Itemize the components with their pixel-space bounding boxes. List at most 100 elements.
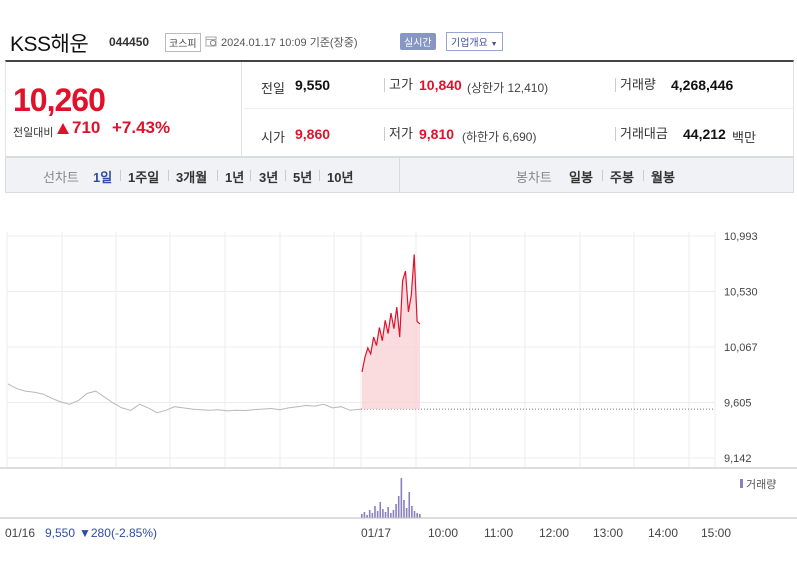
chart-canvas: 10,993 10,530 10,067 9,605 9,142 거래량 01/17 10:0…	[0, 231, 797, 540]
prev-close-label: 전일	[261, 81, 285, 96]
change-value: 710	[72, 118, 101, 137]
volume-bar	[374, 506, 376, 518]
tab-1-day[interactable]: 1일	[93, 170, 113, 185]
volume-bar	[371, 513, 374, 518]
x-tick-label: 11:00	[484, 526, 513, 540]
tab-daily-candle[interactable]: 일봉	[569, 170, 593, 185]
x-tick-label: 10:00	[428, 526, 458, 540]
volume-bar	[400, 478, 403, 518]
line-chart-label: 선차트	[43, 170, 79, 185]
divider	[399, 158, 400, 192]
volume-bar	[411, 506, 413, 518]
separator	[168, 170, 169, 181]
prev-day-price: 9,550	[45, 526, 75, 540]
chart-period-bar: 선차트 1일 1주일 3개월 1년 3년 5년 10년 봉차트 일봉 주봉 월봉	[5, 157, 794, 193]
company-overview-label: 기업개요	[451, 38, 488, 49]
today-area-fill	[362, 254, 420, 410]
volume-bar	[368, 510, 371, 518]
volume-bar	[413, 511, 416, 518]
amount-label: 거래대금	[615, 127, 668, 141]
x-tick-label: 01/17	[361, 526, 391, 540]
volume-bar	[361, 514, 363, 518]
tab-3-years[interactable]: 3년	[259, 170, 279, 185]
up-triangle-icon	[57, 123, 69, 134]
volume-label: 거래량	[615, 78, 656, 92]
high-value: 10,840	[419, 77, 462, 93]
volume-bar	[387, 507, 389, 518]
volume-bar	[419, 514, 421, 518]
volume-legend-swatch	[740, 479, 743, 488]
volume-value: 4,268,446	[671, 77, 734, 93]
volume-bar	[376, 511, 379, 518]
volume-bar	[395, 504, 397, 518]
quote-panel: 10,260 전일대비 710 +7.43% 전일 9,550 고가 10,84…	[5, 60, 794, 158]
x-tick-label: 15:00	[701, 526, 731, 540]
volume-bar	[363, 512, 366, 518]
low-value: 9,810	[419, 126, 455, 142]
open-value: 9,860	[295, 126, 331, 142]
separator	[217, 170, 218, 181]
separator	[120, 170, 121, 181]
high-label: 고가	[384, 78, 413, 92]
y-tick-label: 9,142	[724, 453, 752, 465]
market-badge: 코스피	[165, 33, 201, 52]
upper-limit: (상한가 12,410)	[467, 81, 549, 95]
tab-weekly-candle[interactable]: 주봉	[610, 170, 634, 185]
y-tick-label: 9,605	[724, 397, 752, 409]
volume-bar	[384, 512, 387, 518]
low-label: 저가	[384, 127, 413, 141]
prev-day-percent: (-2.85%)	[111, 526, 157, 540]
prev-close-value: 9,550	[295, 77, 331, 93]
change-percent: +7.43%	[112, 118, 171, 137]
volume-bar	[392, 510, 395, 518]
volume-bar	[390, 513, 392, 518]
tab-10-years[interactable]: 10년	[327, 170, 354, 185]
volume-bar	[397, 496, 400, 518]
separator	[643, 170, 644, 181]
y-tick-label: 10,993	[724, 231, 758, 243]
prev-day-connector	[349, 408, 362, 411]
x-tick-label: 12:00	[539, 526, 569, 540]
tab-1-year[interactable]: 1년	[225, 170, 245, 185]
separator	[319, 170, 320, 181]
separator	[285, 170, 286, 181]
y-tick-label: 10,067	[724, 342, 758, 354]
amount-unit: 백만	[732, 130, 756, 145]
today-price-line	[361, 254, 421, 373]
clock-icon	[205, 36, 217, 47]
y-tick-label: 10,530	[724, 287, 758, 299]
x-tick-label: 14:00	[648, 526, 678, 540]
volume-bar	[416, 513, 418, 518]
volume-legend-label: 거래량	[746, 478, 776, 491]
volume-bar	[366, 515, 368, 518]
volume-bar	[403, 500, 405, 518]
timestamp: 2024.01.17 10:09 기준(장중)	[221, 37, 358, 49]
prev-day-date: 01/16	[5, 526, 35, 540]
tab-3-months[interactable]: 3개월	[176, 170, 208, 185]
stock-name: KSS해운	[10, 33, 89, 56]
current-price: 10,260	[13, 82, 106, 118]
company-overview-dropdown[interactable]: 기업개요 ▼	[446, 32, 503, 51]
intraday-chart[interactable]: 10,993 10,530 10,067 9,605 9,142 거래량 01/17 10:0…	[0, 193, 797, 557]
amount-value: 44,212	[683, 126, 726, 142]
tab-5-years[interactable]: 5년	[293, 170, 313, 185]
volume-bar	[379, 502, 382, 518]
separator	[250, 170, 251, 181]
open-label: 시가	[261, 130, 285, 145]
volume-bar	[382, 509, 384, 518]
caret-down-icon: ▼	[490, 41, 498, 48]
change-label: 전일대비	[13, 127, 54, 139]
separator	[602, 170, 603, 181]
lower-limit: (하한가 6,690)	[462, 130, 537, 144]
tab-monthly-candle[interactable]: 월봉	[651, 170, 675, 185]
tab-1-week[interactable]: 1주일	[128, 170, 160, 185]
volume-bar	[405, 508, 408, 518]
prev-day-line	[7, 383, 351, 414]
volume-bar	[408, 492, 411, 518]
stock-code: 044450	[109, 35, 150, 49]
divider	[241, 62, 242, 158]
candle-chart-label: 봉차트	[516, 170, 552, 185]
realtime-button[interactable]: 실시간	[400, 33, 436, 50]
prev-day-change: ▼280	[79, 526, 111, 540]
stock-header: KSS해운 044450 코스피 2024.01.17 10:09 기준(장중)…	[8, 26, 797, 56]
